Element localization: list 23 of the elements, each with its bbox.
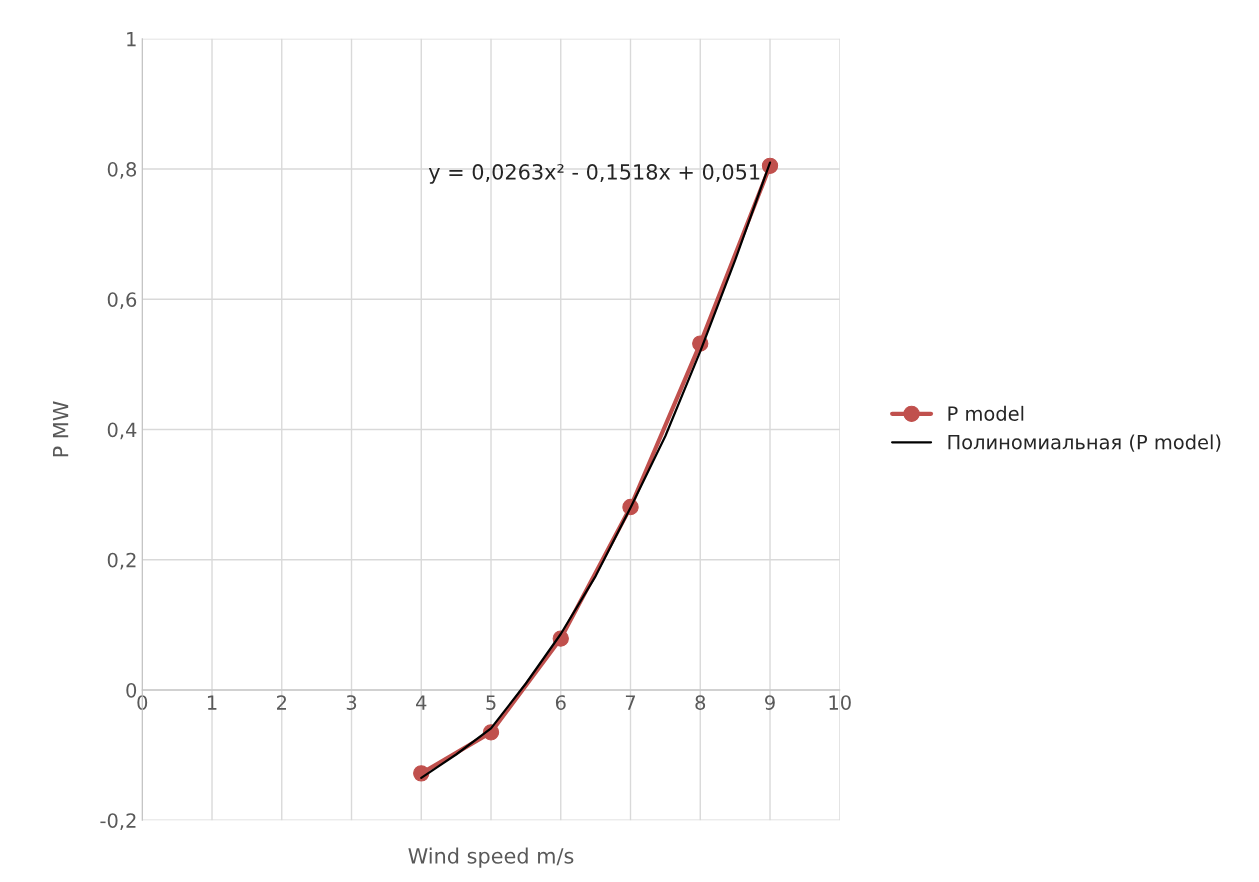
x-tick-label: 7 [625, 695, 636, 710]
x-tick-label: 10 [829, 695, 851, 710]
annotation: y = 0,0263x² - 0,1518x + 0,051 [428, 164, 760, 184]
x-tick-label: 9 [765, 695, 775, 710]
y-tick-label: 0,6 [107, 292, 137, 309]
y-axis-title: P MW [53, 401, 69, 457]
x-tick-label: 8 [695, 695, 706, 710]
x-tick-label: 3 [346, 695, 357, 710]
y-tick-label: -0,2 [100, 813, 136, 830]
legend-label: P model [948, 405, 1024, 421]
y-tick-label: 0 [126, 682, 137, 698]
x-tick-label: 5 [486, 695, 496, 710]
y-tick-label: 1 [127, 32, 136, 47]
x-tick-label: 4 [416, 695, 427, 710]
x-tick-label: 1 [207, 695, 217, 710]
y-tick-label: 0,4 [107, 422, 137, 440]
x-tick-label: 6 [555, 695, 566, 710]
y-tick-label: 0,8 [107, 162, 137, 179]
x-axis-title: Wind speed m/s [408, 847, 574, 868]
x-tick-label: 0 [137, 695, 148, 710]
x-tick-label: 2 [277, 695, 286, 710]
y-tick-label: 0,2 [107, 552, 136, 570]
legend-label: Полиномиальная (P model) [948, 434, 1221, 452]
